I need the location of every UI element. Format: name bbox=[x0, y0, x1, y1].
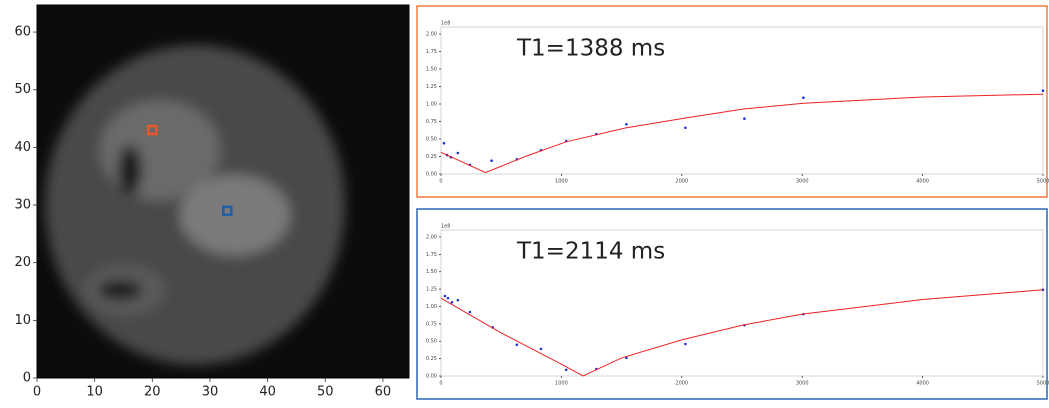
data-point bbox=[539, 347, 543, 351]
y-tick-label: 0.75 bbox=[426, 119, 437, 125]
y-tick-label: 30 bbox=[14, 198, 31, 213]
y-tick-label: 1.00 bbox=[426, 102, 437, 108]
y-tick-label: 1.25 bbox=[426, 287, 437, 293]
x-tick-label: 4000 bbox=[916, 381, 929, 387]
axis-offset-label: 1e8 bbox=[441, 21, 450, 27]
data-point bbox=[564, 368, 568, 372]
roi-marker bbox=[147, 124, 158, 136]
y-tick-label: 0.00 bbox=[426, 374, 437, 380]
x-tick-label: 1000 bbox=[555, 179, 568, 185]
panel-frame bbox=[416, 5, 1048, 198]
x-tick-label: 40 bbox=[259, 385, 276, 400]
y-tick-label: 0.25 bbox=[426, 154, 437, 160]
fit-title: T1=2114 ms bbox=[516, 239, 665, 265]
x-tick-label: 5000 bbox=[1037, 381, 1049, 387]
x-tick-label: 10 bbox=[86, 385, 103, 400]
y-tick-label: 0.00 bbox=[426, 172, 437, 178]
data-point bbox=[625, 123, 628, 126]
y-tick-label: 50 bbox=[14, 82, 31, 97]
x-tick-label: 1000 bbox=[555, 381, 568, 387]
x-tick-label: 0 bbox=[33, 385, 41, 400]
fit-curve bbox=[440, 93, 1044, 174]
plot-area bbox=[440, 229, 1044, 377]
x-tick-label: 50 bbox=[317, 385, 334, 400]
y-tick-label: 0.25 bbox=[426, 356, 437, 362]
y-tick-label: 2.00 bbox=[426, 32, 437, 38]
axis-offset-label: 1e8 bbox=[441, 224, 450, 230]
y-tick-label: 10 bbox=[14, 313, 31, 328]
y-tick-label: 1.75 bbox=[426, 49, 437, 55]
image-frame bbox=[36, 4, 410, 379]
data-point bbox=[515, 343, 519, 347]
data-point bbox=[625, 356, 628, 360]
data-point bbox=[446, 296, 450, 300]
y-tick-label: 1.00 bbox=[426, 304, 437, 310]
data-point bbox=[802, 96, 805, 99]
y-tick-label: 20 bbox=[14, 255, 31, 270]
fit-title: T1=1388 ms bbox=[516, 36, 665, 62]
x-tick-label: 2000 bbox=[675, 179, 688, 185]
x-tick-label: 2000 bbox=[675, 381, 688, 387]
data-point bbox=[684, 342, 687, 346]
data-point bbox=[450, 301, 454, 304]
y-tick-label: 1.50 bbox=[426, 269, 437, 275]
y-tick-label: 0.50 bbox=[426, 339, 437, 345]
data-point bbox=[443, 294, 447, 298]
y-tick-label: 0.50 bbox=[426, 137, 437, 143]
data-point bbox=[442, 141, 446, 145]
x-tick-label: 60 bbox=[375, 385, 392, 400]
y-tick-label: 1.50 bbox=[426, 67, 437, 73]
data-point bbox=[684, 126, 687, 130]
fit-curve bbox=[440, 289, 1044, 377]
y-tick-label: 1.75 bbox=[426, 252, 437, 258]
data-point bbox=[743, 117, 746, 120]
x-tick-label: 20 bbox=[144, 385, 161, 400]
x-tick-label: 3000 bbox=[796, 179, 809, 185]
panel-frame bbox=[416, 208, 1048, 400]
x-tick-label: 4000 bbox=[916, 179, 929, 185]
plot-area bbox=[440, 26, 1044, 175]
data-point bbox=[468, 310, 472, 314]
y-tick-label: 0 bbox=[23, 371, 31, 386]
x-tick-label: 30 bbox=[202, 385, 219, 400]
data-point bbox=[456, 151, 460, 155]
data-point bbox=[456, 298, 460, 302]
data-point bbox=[1041, 89, 1045, 92]
y-tick-label: 1.25 bbox=[426, 84, 437, 90]
roi-marker bbox=[222, 205, 233, 217]
y-tick-label: 0.75 bbox=[426, 321, 437, 327]
data-point bbox=[490, 159, 493, 162]
y-tick-label: 40 bbox=[14, 140, 31, 155]
mri-image bbox=[37, 5, 409, 378]
x-tick-label: 0 bbox=[439, 179, 442, 185]
x-tick-label: 0 bbox=[439, 381, 442, 387]
x-tick-label: 3000 bbox=[796, 381, 809, 387]
y-tick-label: 60 bbox=[14, 25, 31, 40]
x-tick-label: 5000 bbox=[1037, 179, 1049, 185]
y-tick-label: 2.00 bbox=[426, 234, 437, 240]
